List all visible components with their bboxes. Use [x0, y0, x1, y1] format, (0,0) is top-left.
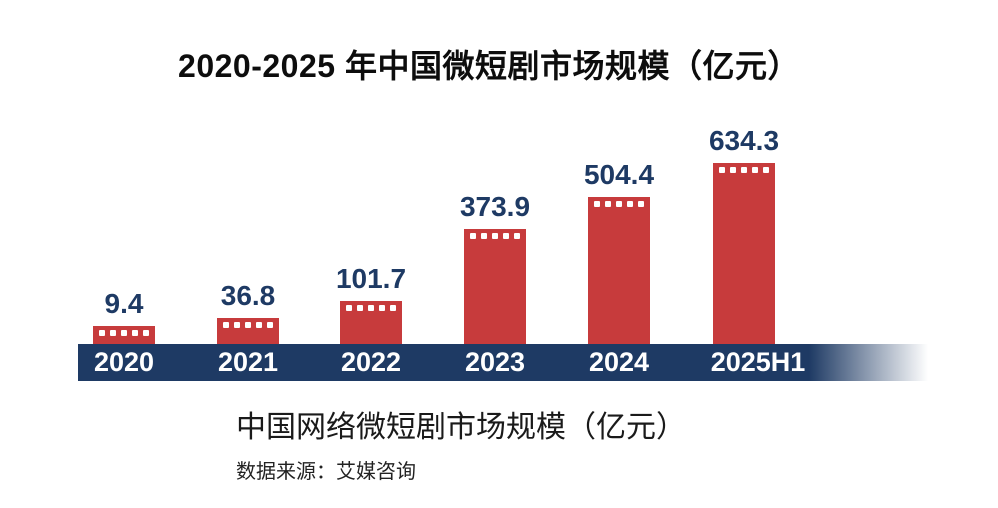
- x-axis-tick-label: 2023: [464, 347, 526, 377]
- film-perforation-dots: [223, 322, 273, 328]
- bar-value-label: 36.8: [220, 280, 276, 311]
- film-perforation-dots: [470, 233, 520, 239]
- perforation-dot: [470, 233, 476, 239]
- perforation-dot: [481, 233, 487, 239]
- perforation-dot: [605, 201, 611, 207]
- bar: [464, 229, 526, 344]
- data-source-label: 数据来源：艾媒咨询: [236, 461, 416, 483]
- perforation-dot: [503, 233, 509, 239]
- bar: [713, 163, 775, 344]
- bar: [93, 326, 155, 344]
- perforation-dot: [390, 305, 396, 311]
- perforation-dot: [368, 305, 374, 311]
- perforation-dot: [594, 201, 600, 207]
- perforation-dot: [99, 330, 105, 336]
- bar-value-label: 504.4: [583, 159, 655, 190]
- perforation-dot: [719, 167, 725, 173]
- bar-value-label: 634.3: [708, 125, 780, 156]
- perforation-dot: [132, 330, 138, 336]
- perforation-dot: [492, 233, 498, 239]
- perforation-dot: [730, 167, 736, 173]
- x-axis-tick-label: 2025H1: [710, 347, 806, 377]
- chart-caption: 中国网络微短剧市场规模（亿元）: [236, 411, 686, 444]
- perforation-dot: [514, 233, 520, 239]
- perforation-dot: [346, 305, 352, 311]
- perforation-dot: [223, 322, 229, 328]
- x-axis-band: [78, 344, 928, 381]
- bar: [340, 301, 402, 344]
- perforation-dot: [245, 322, 251, 328]
- perforation-dot: [379, 305, 385, 311]
- perforation-dot: [110, 330, 116, 336]
- film-perforation-dots: [346, 305, 396, 311]
- perforation-dot: [741, 167, 747, 173]
- perforation-dot: [763, 167, 769, 173]
- bar-value-label: 9.4: [104, 288, 144, 319]
- bar-value-label: 101.7: [335, 263, 407, 294]
- perforation-dot: [616, 201, 622, 207]
- perforation-dot: [121, 330, 127, 336]
- x-axis-tick-label: 2021: [217, 347, 279, 377]
- film-perforation-dots: [594, 201, 644, 207]
- perforation-dot: [267, 322, 273, 328]
- bar: [217, 318, 279, 344]
- bar-value-label: 373.9: [459, 191, 531, 222]
- perforation-dot: [256, 322, 262, 328]
- x-axis-tick-label: 2020: [93, 347, 155, 377]
- x-axis-tick-label: 2022: [340, 347, 402, 377]
- x-axis-tick-label: 2024: [588, 347, 650, 377]
- film-perforation-dots: [99, 330, 149, 336]
- perforation-dot: [234, 322, 240, 328]
- bar: [588, 197, 650, 344]
- perforation-dot: [627, 201, 633, 207]
- perforation-dot: [357, 305, 363, 311]
- perforation-dot: [638, 201, 644, 207]
- chart-title: 2020-2025 年中国微短剧市场规模（亿元）: [178, 48, 800, 84]
- perforation-dot: [752, 167, 758, 173]
- film-perforation-dots: [719, 167, 769, 173]
- perforation-dot: [143, 330, 149, 336]
